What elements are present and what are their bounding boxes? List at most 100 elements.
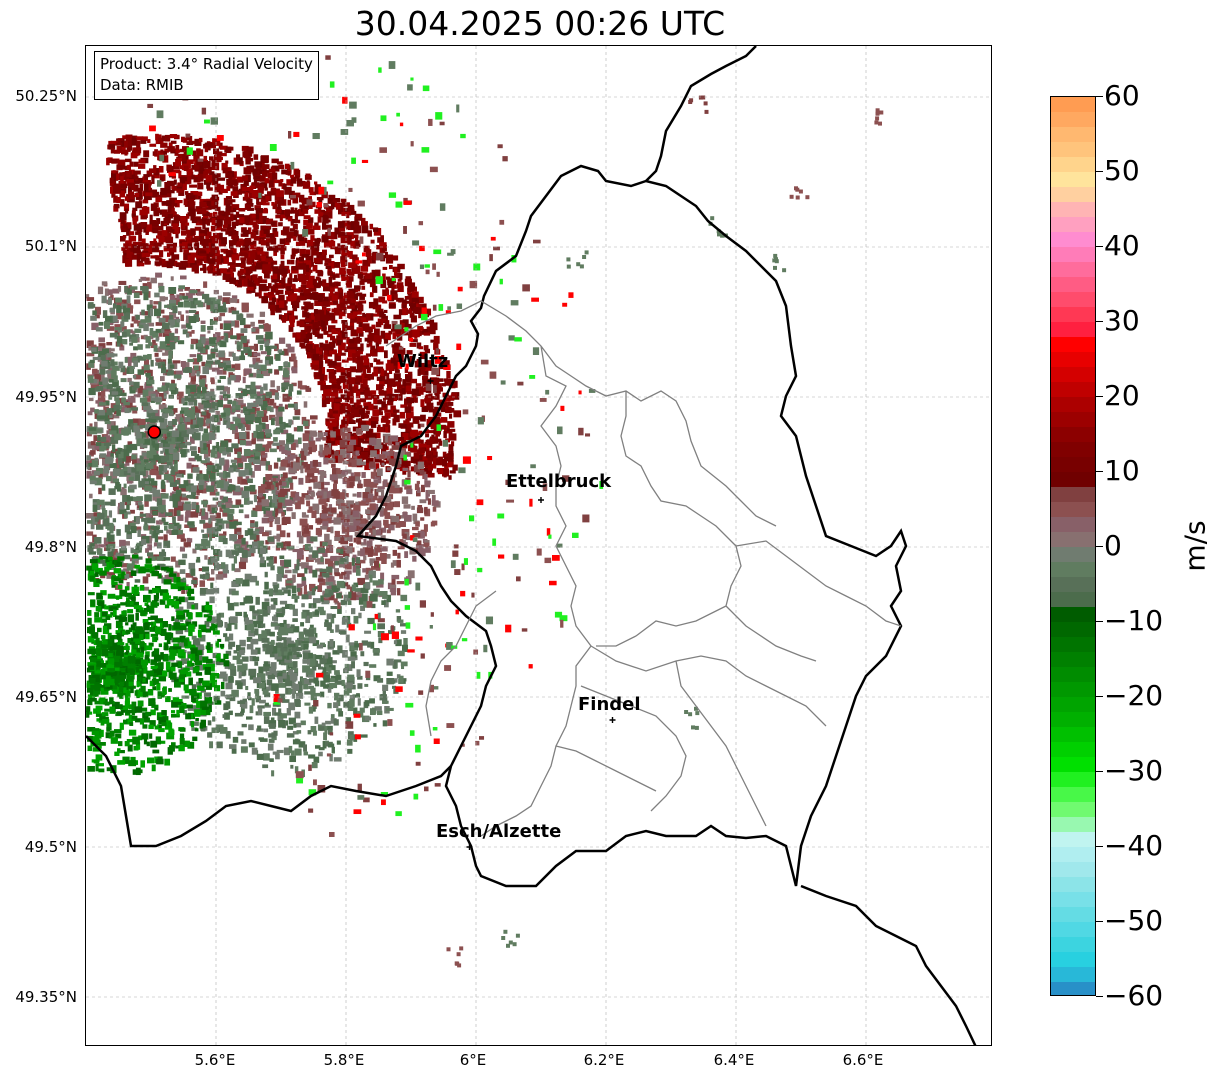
radar-echo-cell bbox=[164, 182, 168, 190]
radar-echo-cell bbox=[169, 197, 177, 205]
radar-echo-cell bbox=[257, 251, 265, 255]
radar-echo-cell bbox=[239, 252, 247, 257]
radar-echo-cell bbox=[240, 257, 247, 261]
radar-echo-cell bbox=[172, 203, 178, 207]
radar-echo-cell bbox=[271, 503, 276, 508]
radar-echo-cell bbox=[185, 573, 194, 578]
radar-echo-cell bbox=[349, 436, 358, 443]
radar-echo-cell bbox=[129, 365, 134, 374]
radar-echo-cell bbox=[314, 300, 323, 306]
radar-echo-cell bbox=[380, 368, 385, 377]
radar-echo-cell bbox=[314, 309, 318, 317]
radar-echo-cell bbox=[314, 319, 318, 324]
radar-echo-cell bbox=[284, 404, 288, 410]
radar-echo-cell bbox=[379, 390, 387, 396]
radar-echo-cell bbox=[279, 337, 286, 344]
radar-echo-cell bbox=[420, 352, 426, 360]
radar-echo-cell bbox=[358, 418, 363, 424]
radar-echo-cell bbox=[373, 348, 378, 353]
radar-echo-cell bbox=[318, 254, 327, 261]
radar-echo-cell bbox=[305, 314, 311, 320]
radar-echo-cell bbox=[136, 459, 144, 463]
radar-echo-cell bbox=[135, 516, 140, 524]
map-frame[interactable] bbox=[85, 45, 992, 1046]
radar-echo-cell bbox=[282, 393, 290, 402]
radar-echo-cell bbox=[349, 386, 358, 393]
radar-echo-cell bbox=[364, 390, 370, 397]
radar-echo-cell bbox=[132, 245, 141, 254]
radar-echo-cell bbox=[145, 418, 152, 423]
radar-echo-cell bbox=[210, 377, 215, 383]
radar-echo-cell bbox=[357, 273, 363, 279]
radar-echo-cell bbox=[296, 333, 304, 339]
radar-echo-cell bbox=[148, 423, 156, 427]
radar-echo-cell bbox=[406, 309, 413, 314]
radar-echo-cell bbox=[252, 221, 258, 228]
radar-echo-cell bbox=[172, 223, 179, 230]
radar-echo-cell bbox=[200, 267, 206, 271]
radar-echo-cell bbox=[136, 526, 142, 531]
radar-echo-cell bbox=[135, 314, 140, 320]
radar-echo-cell bbox=[202, 566, 210, 572]
radar-echo-cell bbox=[319, 198, 323, 204]
radar-echo-cell bbox=[276, 161, 283, 165]
radar-echo-cell bbox=[110, 181, 115, 186]
radar-echo-cell bbox=[362, 367, 367, 376]
radar-echo-cell bbox=[131, 213, 136, 217]
radar-echo-cell bbox=[202, 534, 209, 539]
radar-echo-cell bbox=[245, 420, 254, 425]
radar-echo-cell bbox=[404, 296, 413, 300]
radar-echo-cell bbox=[169, 332, 175, 341]
radar-echo-cell bbox=[384, 412, 391, 419]
radar-echo-cell bbox=[288, 383, 294, 392]
radar-echo-cell bbox=[340, 198, 347, 202]
radar-echo-cell bbox=[144, 359, 150, 367]
radar-echo-cell bbox=[406, 350, 413, 355]
radar-echo-cell bbox=[301, 448, 308, 454]
radar-echo-cell bbox=[351, 210, 357, 215]
radar-echo-cell bbox=[367, 280, 371, 284]
radar-echo-cell bbox=[195, 208, 203, 212]
radar-echo-cell bbox=[207, 354, 213, 360]
radar-echo-cell bbox=[189, 527, 197, 532]
radar-echo-cell bbox=[185, 362, 190, 369]
radar-echo-cell bbox=[179, 175, 187, 179]
radar-echo-cell bbox=[197, 291, 205, 296]
radar-echo-cell bbox=[193, 177, 201, 183]
radar-echo-cell bbox=[92, 368, 98, 374]
radar-echo-cell bbox=[390, 480, 398, 489]
radar-echo-cell bbox=[383, 332, 391, 341]
radar-echo-cell bbox=[273, 493, 280, 500]
radar-echo-cell bbox=[389, 265, 393, 270]
radar-echo-cell bbox=[247, 227, 252, 235]
radar-echo-cell bbox=[261, 395, 265, 400]
radar-echo-cell bbox=[201, 400, 210, 405]
radar-echo-cell bbox=[211, 367, 220, 372]
radar-echo-cell bbox=[355, 301, 360, 309]
radar-echo-cell bbox=[225, 146, 232, 154]
radar-echo-cell bbox=[212, 138, 218, 143]
map-canvas[interactable] bbox=[86, 46, 992, 1046]
radar-echo-cell bbox=[118, 553, 125, 559]
radar-echo-cell bbox=[109, 430, 117, 435]
radar-echo-cell bbox=[140, 459, 146, 467]
radar-echo-cell bbox=[231, 310, 240, 315]
radar-echo-cell bbox=[185, 310, 189, 314]
radar-echo-cell bbox=[271, 165, 280, 172]
radar-echo-cell bbox=[108, 510, 113, 518]
radar-echo-cell bbox=[226, 186, 231, 191]
radar-echo-cell bbox=[190, 338, 198, 345]
radar-echo-cell bbox=[131, 357, 138, 363]
radar-echo-cell bbox=[210, 394, 216, 401]
radar-echo-cell bbox=[201, 418, 206, 427]
radar-echo-cell bbox=[234, 320, 240, 328]
radar-echo-cell bbox=[111, 425, 119, 434]
radar-echo-cell bbox=[381, 401, 386, 408]
radar-echo-cell bbox=[209, 251, 213, 258]
radar-echo-cell bbox=[137, 369, 145, 375]
radar-echo-cell bbox=[166, 164, 172, 171]
radar-echo-cell bbox=[289, 496, 295, 501]
radar-echo-cell bbox=[241, 260, 246, 267]
radar-echo-cell bbox=[179, 569, 186, 574]
radar-echo-cell bbox=[132, 207, 138, 212]
